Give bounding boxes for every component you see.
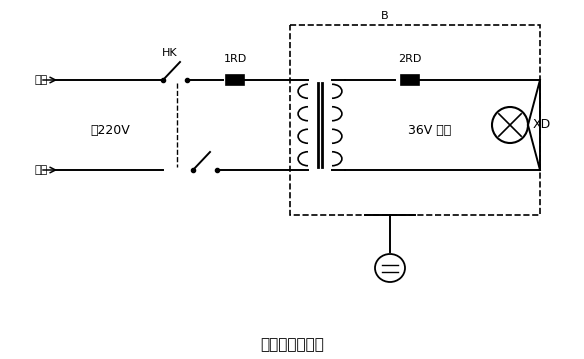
Text: HK: HK [162, 48, 178, 58]
Text: B: B [381, 11, 389, 21]
Text: 1RD: 1RD [223, 54, 246, 64]
Ellipse shape [375, 254, 405, 282]
Bar [226, 75, 244, 85]
Text: XD: XD [533, 118, 551, 131]
Text: 2RD: 2RD [398, 54, 422, 64]
Bar [401, 75, 419, 85]
Text: ～220V: ～220V [90, 123, 130, 136]
Text: 36V 以下: 36V 以下 [408, 123, 451, 136]
Text: 安全低压变压器: 安全低压变压器 [260, 337, 324, 353]
Circle shape [492, 107, 528, 143]
Text: 相线: 相线 [35, 75, 48, 85]
Bar [290, 25, 540, 215]
Text: 零线: 零线 [35, 165, 48, 175]
